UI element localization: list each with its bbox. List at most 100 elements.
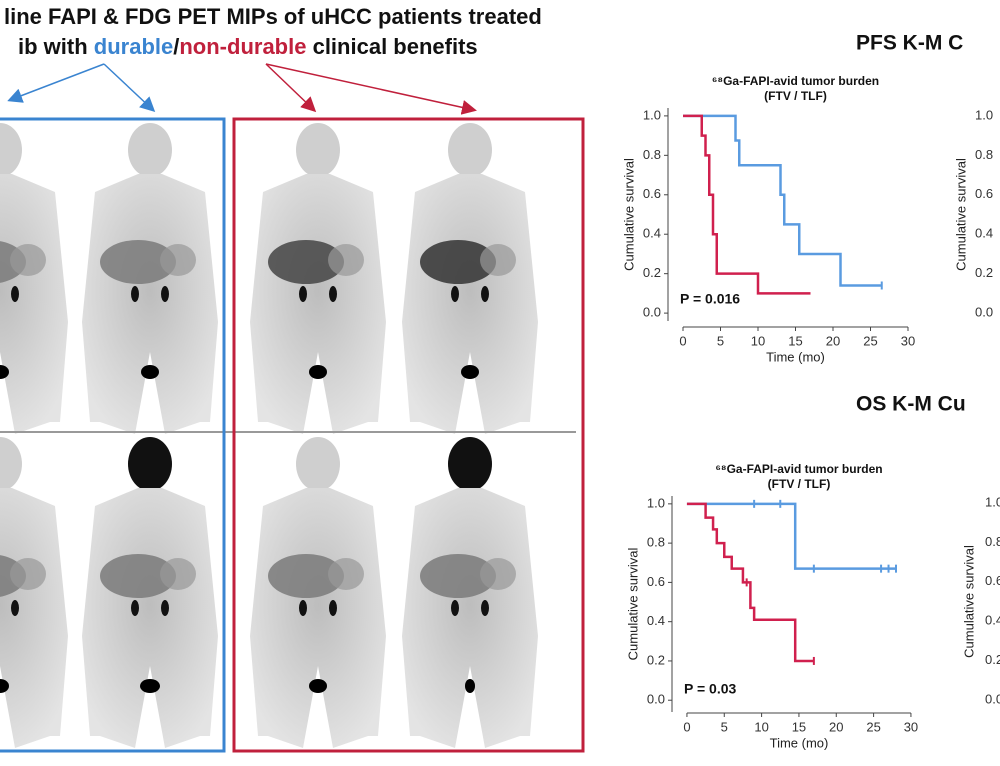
y-tick-label: 0.6	[985, 573, 1000, 588]
x-tick-label: 20	[829, 719, 843, 734]
pet-image	[250, 437, 386, 748]
y-tick-label: 0.6	[643, 186, 661, 201]
p-value: P = 0.016	[680, 291, 740, 307]
x-tick-label: 5	[717, 333, 724, 348]
x-tick-label: 0	[679, 333, 686, 348]
y-axis-label: Cumulative survival	[621, 158, 636, 271]
pet-head	[0, 123, 22, 177]
pet-body	[0, 488, 68, 748]
pet-kidney	[11, 600, 19, 616]
x-tick-label: 25	[866, 719, 880, 734]
pet-bladder	[140, 679, 160, 693]
pet-head	[448, 123, 492, 177]
pet-body	[82, 488, 218, 748]
y-tick-label: 1.0	[975, 107, 993, 122]
pet-head	[448, 437, 492, 491]
x-tick-label: 10	[751, 333, 765, 348]
pet-kidney	[451, 286, 459, 302]
y-tick-label: 0.2	[647, 652, 665, 667]
survival-curve	[683, 114, 882, 287]
chart-title: ⁶⁸Ga-FAPI-avid tumor burden	[712, 74, 879, 88]
pet-liver	[100, 240, 176, 284]
y-tick-label: 0.0	[643, 305, 661, 320]
arrow	[7, 63, 105, 103]
pet-liver	[100, 554, 176, 598]
pet-bladder	[461, 365, 479, 379]
x-tick-label: 0	[683, 719, 690, 734]
pet-liver	[420, 240, 496, 284]
x-tick-label: 30	[904, 719, 918, 734]
pet-kidney	[451, 600, 459, 616]
pet-body	[0, 174, 68, 434]
pet-image	[0, 437, 68, 748]
survival-curve	[683, 114, 811, 295]
y-axis-label: Cumulative survival	[625, 548, 640, 661]
y-tick-label: 0.0	[985, 691, 1000, 706]
y-tick-label: 0.4	[975, 226, 993, 241]
header-title: line FAPI & FDG PET MIPs of uHCC patient…	[4, 4, 542, 29]
pet-kidney	[131, 600, 139, 616]
pet-liver	[268, 554, 344, 598]
y-tick-label: 0.0	[975, 304, 993, 319]
pet-kidney	[481, 286, 489, 302]
x-tick-label: 30	[901, 333, 915, 348]
y-tick-label: 0.4	[985, 613, 1000, 628]
pet-kidney	[11, 286, 19, 302]
header-text: clinical benefits	[306, 34, 477, 59]
pet-bladder	[0, 679, 9, 693]
header-subtitle: ib with durable/non-durable clinical ben…	[18, 34, 478, 59]
y-axis-label: Cumulative survival	[961, 545, 976, 658]
header-text: /	[173, 34, 179, 59]
pet-kidney	[299, 600, 307, 616]
pet-body	[250, 488, 386, 748]
y-tick-label: 1.0	[985, 494, 1000, 509]
y-tick-label: 1.0	[643, 107, 661, 122]
section-title: PFS K-M C	[856, 32, 963, 55]
non-durable-box	[232, 117, 585, 753]
survival-curve	[686, 502, 896, 570]
pet-kidney	[481, 600, 489, 616]
arrow	[265, 63, 317, 113]
x-tick-label: 5	[721, 719, 728, 734]
y-tick-label: 1.0	[647, 495, 665, 510]
y-axis-label: Cumulative survival	[953, 158, 968, 271]
p-value: P = 0.03	[684, 681, 737, 697]
chart-title: ⁶⁸Ga-FAPI-avid tumor burden	[715, 462, 882, 476]
y-tick-label: 0.0	[647, 692, 665, 707]
pet-spleen	[480, 558, 516, 590]
pet-spleen	[160, 558, 196, 590]
pet-image	[250, 123, 386, 434]
header-text: ib with	[18, 34, 94, 59]
pet-bladder	[141, 365, 159, 379]
non-durable-label: non-durable	[179, 34, 306, 59]
pet-head	[296, 437, 340, 491]
pet-liver	[420, 554, 496, 598]
y-tick-label: 0.8	[647, 535, 665, 550]
survival-curve	[686, 502, 814, 663]
x-axis-label: Time (mo)	[766, 349, 825, 364]
pet-spleen	[10, 558, 46, 590]
x-axis-label: Time (mo)	[770, 735, 829, 750]
pet-bladder	[0, 365, 9, 379]
x-tick-label: 25	[863, 333, 877, 348]
x-tick-label: 20	[826, 333, 840, 348]
pet-spleen	[10, 244, 46, 276]
y-tick-label: 0.6	[975, 186, 993, 201]
arrow	[265, 63, 477, 115]
pet-head	[0, 437, 22, 491]
chart-subtitle: (FTV / TLF)	[768, 477, 831, 491]
pet-body	[82, 174, 218, 434]
y-tick-label: 0.6	[647, 574, 665, 589]
pet-spleen	[480, 244, 516, 276]
pet-body	[402, 174, 538, 434]
y-tick-label: 0.2	[985, 652, 1000, 667]
y-tick-label: 0.4	[643, 226, 661, 241]
pet-kidney	[299, 286, 307, 302]
chart-subtitle: (FTV / TLF)	[764, 89, 827, 103]
pet-image	[82, 123, 218, 434]
y-tick-label: 0.2	[643, 265, 661, 280]
pet-body	[250, 174, 386, 434]
x-tick-label: 10	[754, 719, 768, 734]
section-title: OS K-M Cu	[856, 393, 966, 416]
